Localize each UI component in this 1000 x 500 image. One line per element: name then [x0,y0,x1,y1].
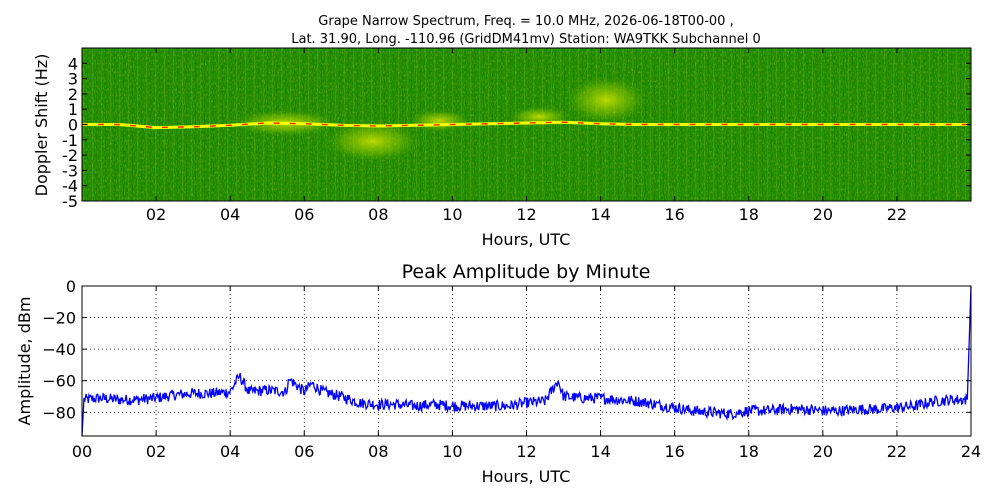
amplitude-line [81,285,972,437]
amplitude-y-label: Amplitude, dBm [15,297,34,426]
amp-y-tick-label: −60 [42,372,76,391]
amp-x-tick-label: 18 [739,442,759,461]
spec-y-tick-label: 0 [68,116,78,135]
spec-y-tick-label: -1 [62,131,78,150]
amplitude-x-label: Hours, UTC [482,467,571,486]
amp-x-tick-label: 10 [442,442,462,461]
amp-x-tick-label: 12 [516,442,536,461]
amplitude-x-ticks: 00 02 04 06 08 10 12 14 16 18 20 22 24 [72,286,981,461]
spectrogram-image [82,48,971,201]
spec-y-tick-label: 3 [68,70,78,89]
spectrogram-y-label: Doppler Shift (Hz) [32,54,51,197]
spec-y-tick-label: -5 [62,192,78,211]
spectrum-title-line1: Grape Narrow Spectrum, Freq. = 10.0 MHz,… [318,14,733,29]
amplitude-title: Peak Amplitude by Minute [402,261,651,283]
amp-x-tick-label: 08 [368,442,388,461]
amp-x-tick-label: 22 [887,442,907,461]
spec-y-tick-label: -2 [62,146,78,165]
spec-x-tick-label: 08 [368,205,388,224]
amp-x-tick-label: 16 [664,442,684,461]
spec-x-tick-label: 14 [590,205,610,224]
spec-y-tick-label: -3 [62,161,78,180]
amp-x-tick-label: 20 [813,442,833,461]
spec-x-tick-label: 18 [739,205,759,224]
amplitude-y-ticks: 0 −20 −40 −60 −80 [42,277,971,422]
spread-feature-2 [407,109,471,133]
spec-y-tick-label: 4 [68,54,78,73]
spec-x-tick-label: 10 [442,205,462,224]
amp-x-tick-label: 00 [72,442,92,461]
amp-y-tick-label: −40 [42,340,76,359]
spec-x-tick-label: 16 [664,205,684,224]
spec-x-tick-label: 22 [887,205,907,224]
amp-x-tick-label: 24 [961,442,981,461]
spec-x-tick-label: 04 [220,205,240,224]
spread-feature-4 [563,75,649,125]
spec-x-tick-label: 20 [813,205,833,224]
spec-x-tick-label: 06 [294,205,314,224]
spec-y-tick-label: 1 [68,100,78,119]
amp-x-tick-label: 04 [220,442,240,461]
spread-feature-1 [322,119,423,163]
doppler-peak-trace [82,121,968,129]
spec-y-tick-label: -4 [62,177,78,196]
spec-y-tick-label: 2 [68,85,78,104]
amp-x-tick-label: 14 [590,442,610,461]
spectrum-title-line2: Lat. 31.90, Long. -110.96 (GridDM41mv) S… [291,32,761,47]
amp-y-tick-label: −20 [42,309,76,328]
spec-x-tick-label: 12 [516,205,536,224]
spectrogram-x-ticks: 02 04 06 08 10 12 14 16 18 20 22 [146,48,907,224]
amp-x-tick-label: 02 [146,442,166,461]
spectrogram-x-label: Hours, UTC [482,230,571,249]
amp-y-tick-label: −80 [42,403,76,422]
amp-y-tick-label: 0 [66,277,76,296]
amp-x-tick-label: 06 [294,442,314,461]
spec-x-tick-label: 02 [146,205,166,224]
